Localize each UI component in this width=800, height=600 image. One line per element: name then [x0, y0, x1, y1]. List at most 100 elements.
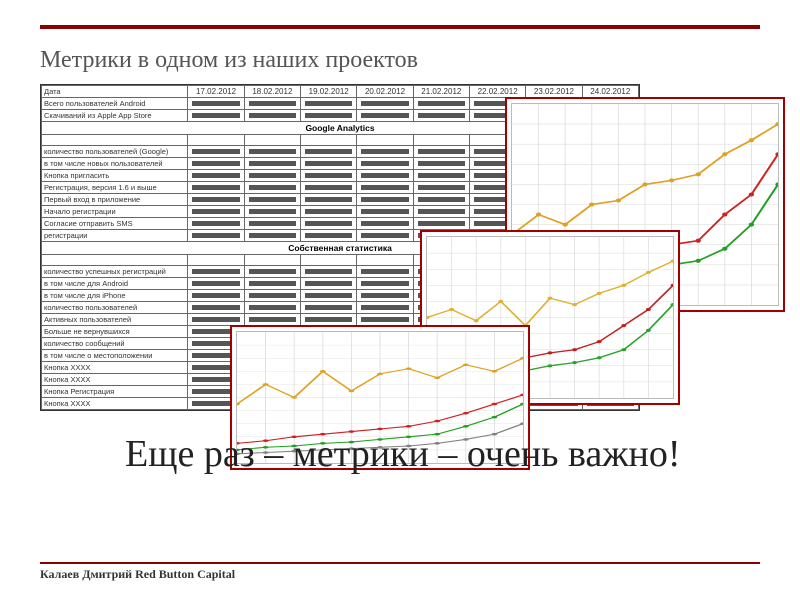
headline-text: Еще раз – метрики – очень важно!	[125, 435, 765, 475]
cell	[188, 278, 244, 290]
date-header: 18.02.2012	[244, 86, 300, 98]
row-label	[42, 255, 188, 266]
row-label: Всего пользователей Android	[42, 98, 188, 110]
cell	[244, 110, 300, 122]
cell	[244, 194, 300, 206]
cell	[188, 182, 244, 194]
cell	[357, 278, 413, 290]
cell	[301, 194, 357, 206]
cell	[188, 110, 244, 122]
row-label: Кнопка пригласить	[42, 170, 188, 182]
date-header: 21.02.2012	[413, 86, 469, 98]
cell	[301, 135, 357, 146]
date-header: 22.02.2012	[469, 86, 525, 98]
cell	[188, 158, 244, 170]
row-label	[42, 135, 188, 146]
cell	[244, 255, 300, 266]
cell	[188, 146, 244, 158]
date-header: 23.02.2012	[526, 86, 582, 98]
cell	[301, 146, 357, 158]
cell	[357, 290, 413, 302]
cell	[244, 146, 300, 158]
cell	[357, 206, 413, 218]
date-header: 20.02.2012	[357, 86, 413, 98]
cell	[413, 110, 469, 122]
cell	[188, 170, 244, 182]
row-label: Активных пользователей	[42, 314, 188, 326]
date-label: Дата	[42, 86, 188, 98]
cell	[244, 170, 300, 182]
row-label: Кнопка XXXX	[42, 374, 188, 386]
cell	[188, 314, 244, 326]
cell	[413, 98, 469, 110]
cell	[301, 158, 357, 170]
cell	[188, 266, 244, 278]
row-label: Первый вход в приложение	[42, 194, 188, 206]
cell	[413, 218, 469, 230]
cell	[357, 146, 413, 158]
row-label: Кнопка XXXX	[42, 398, 188, 410]
cell	[357, 182, 413, 194]
cell	[188, 218, 244, 230]
cell	[188, 98, 244, 110]
cell	[188, 135, 244, 146]
cell	[244, 290, 300, 302]
cell	[244, 98, 300, 110]
cell	[188, 302, 244, 314]
cell	[357, 314, 413, 326]
row-label: Скачиваний из Apple App Store	[42, 110, 188, 122]
cell	[188, 290, 244, 302]
cell	[357, 158, 413, 170]
cell	[357, 170, 413, 182]
cell	[301, 290, 357, 302]
accent-bar-top	[40, 25, 760, 29]
row-label: Согласие отправить SMS	[42, 218, 188, 230]
cell	[244, 218, 300, 230]
cell	[357, 110, 413, 122]
cell	[301, 302, 357, 314]
accent-bar-bottom	[40, 562, 760, 564]
footer-text: Калаев Дмитрий Red Button Capital	[40, 567, 235, 582]
cell	[244, 266, 300, 278]
cell	[188, 255, 244, 266]
cell	[301, 182, 357, 194]
row-label: регистрации	[42, 230, 188, 242]
cell	[244, 314, 300, 326]
cell	[301, 278, 357, 290]
cell	[413, 135, 469, 146]
row-label: количество сообщений	[42, 338, 188, 350]
cell	[244, 230, 300, 242]
cell	[413, 182, 469, 194]
cell	[244, 182, 300, 194]
row-label: в том числе для Android	[42, 278, 188, 290]
cell	[188, 206, 244, 218]
cell	[188, 194, 244, 206]
cell	[357, 218, 413, 230]
cell	[357, 255, 413, 266]
row-label: в том числе новых пользователей	[42, 158, 188, 170]
cell	[301, 170, 357, 182]
row-label: Начало регистрации	[42, 206, 188, 218]
slide-title: Метрики в одном из наших проектов	[40, 47, 760, 74]
cell	[188, 230, 244, 242]
cell	[244, 206, 300, 218]
date-header: 19.02.2012	[301, 86, 357, 98]
row-label: количество пользователей (Google)	[42, 146, 188, 158]
cell	[244, 302, 300, 314]
cell	[301, 314, 357, 326]
cell	[244, 158, 300, 170]
row-label: в том числе о местоположении	[42, 350, 188, 362]
cell	[301, 266, 357, 278]
row-label: Регистрация, версия 1.6 и выше	[42, 182, 188, 194]
cell	[357, 266, 413, 278]
row-label: в том числе для iPhone	[42, 290, 188, 302]
cell	[301, 230, 357, 242]
cell	[301, 206, 357, 218]
cell	[357, 230, 413, 242]
date-header: 24.02.2012	[582, 86, 638, 98]
cell	[301, 255, 357, 266]
cell	[357, 135, 413, 146]
row-label: Кнопка XXXX	[42, 362, 188, 374]
cell	[301, 218, 357, 230]
row-label: Больше не вернувшихся	[42, 326, 188, 338]
